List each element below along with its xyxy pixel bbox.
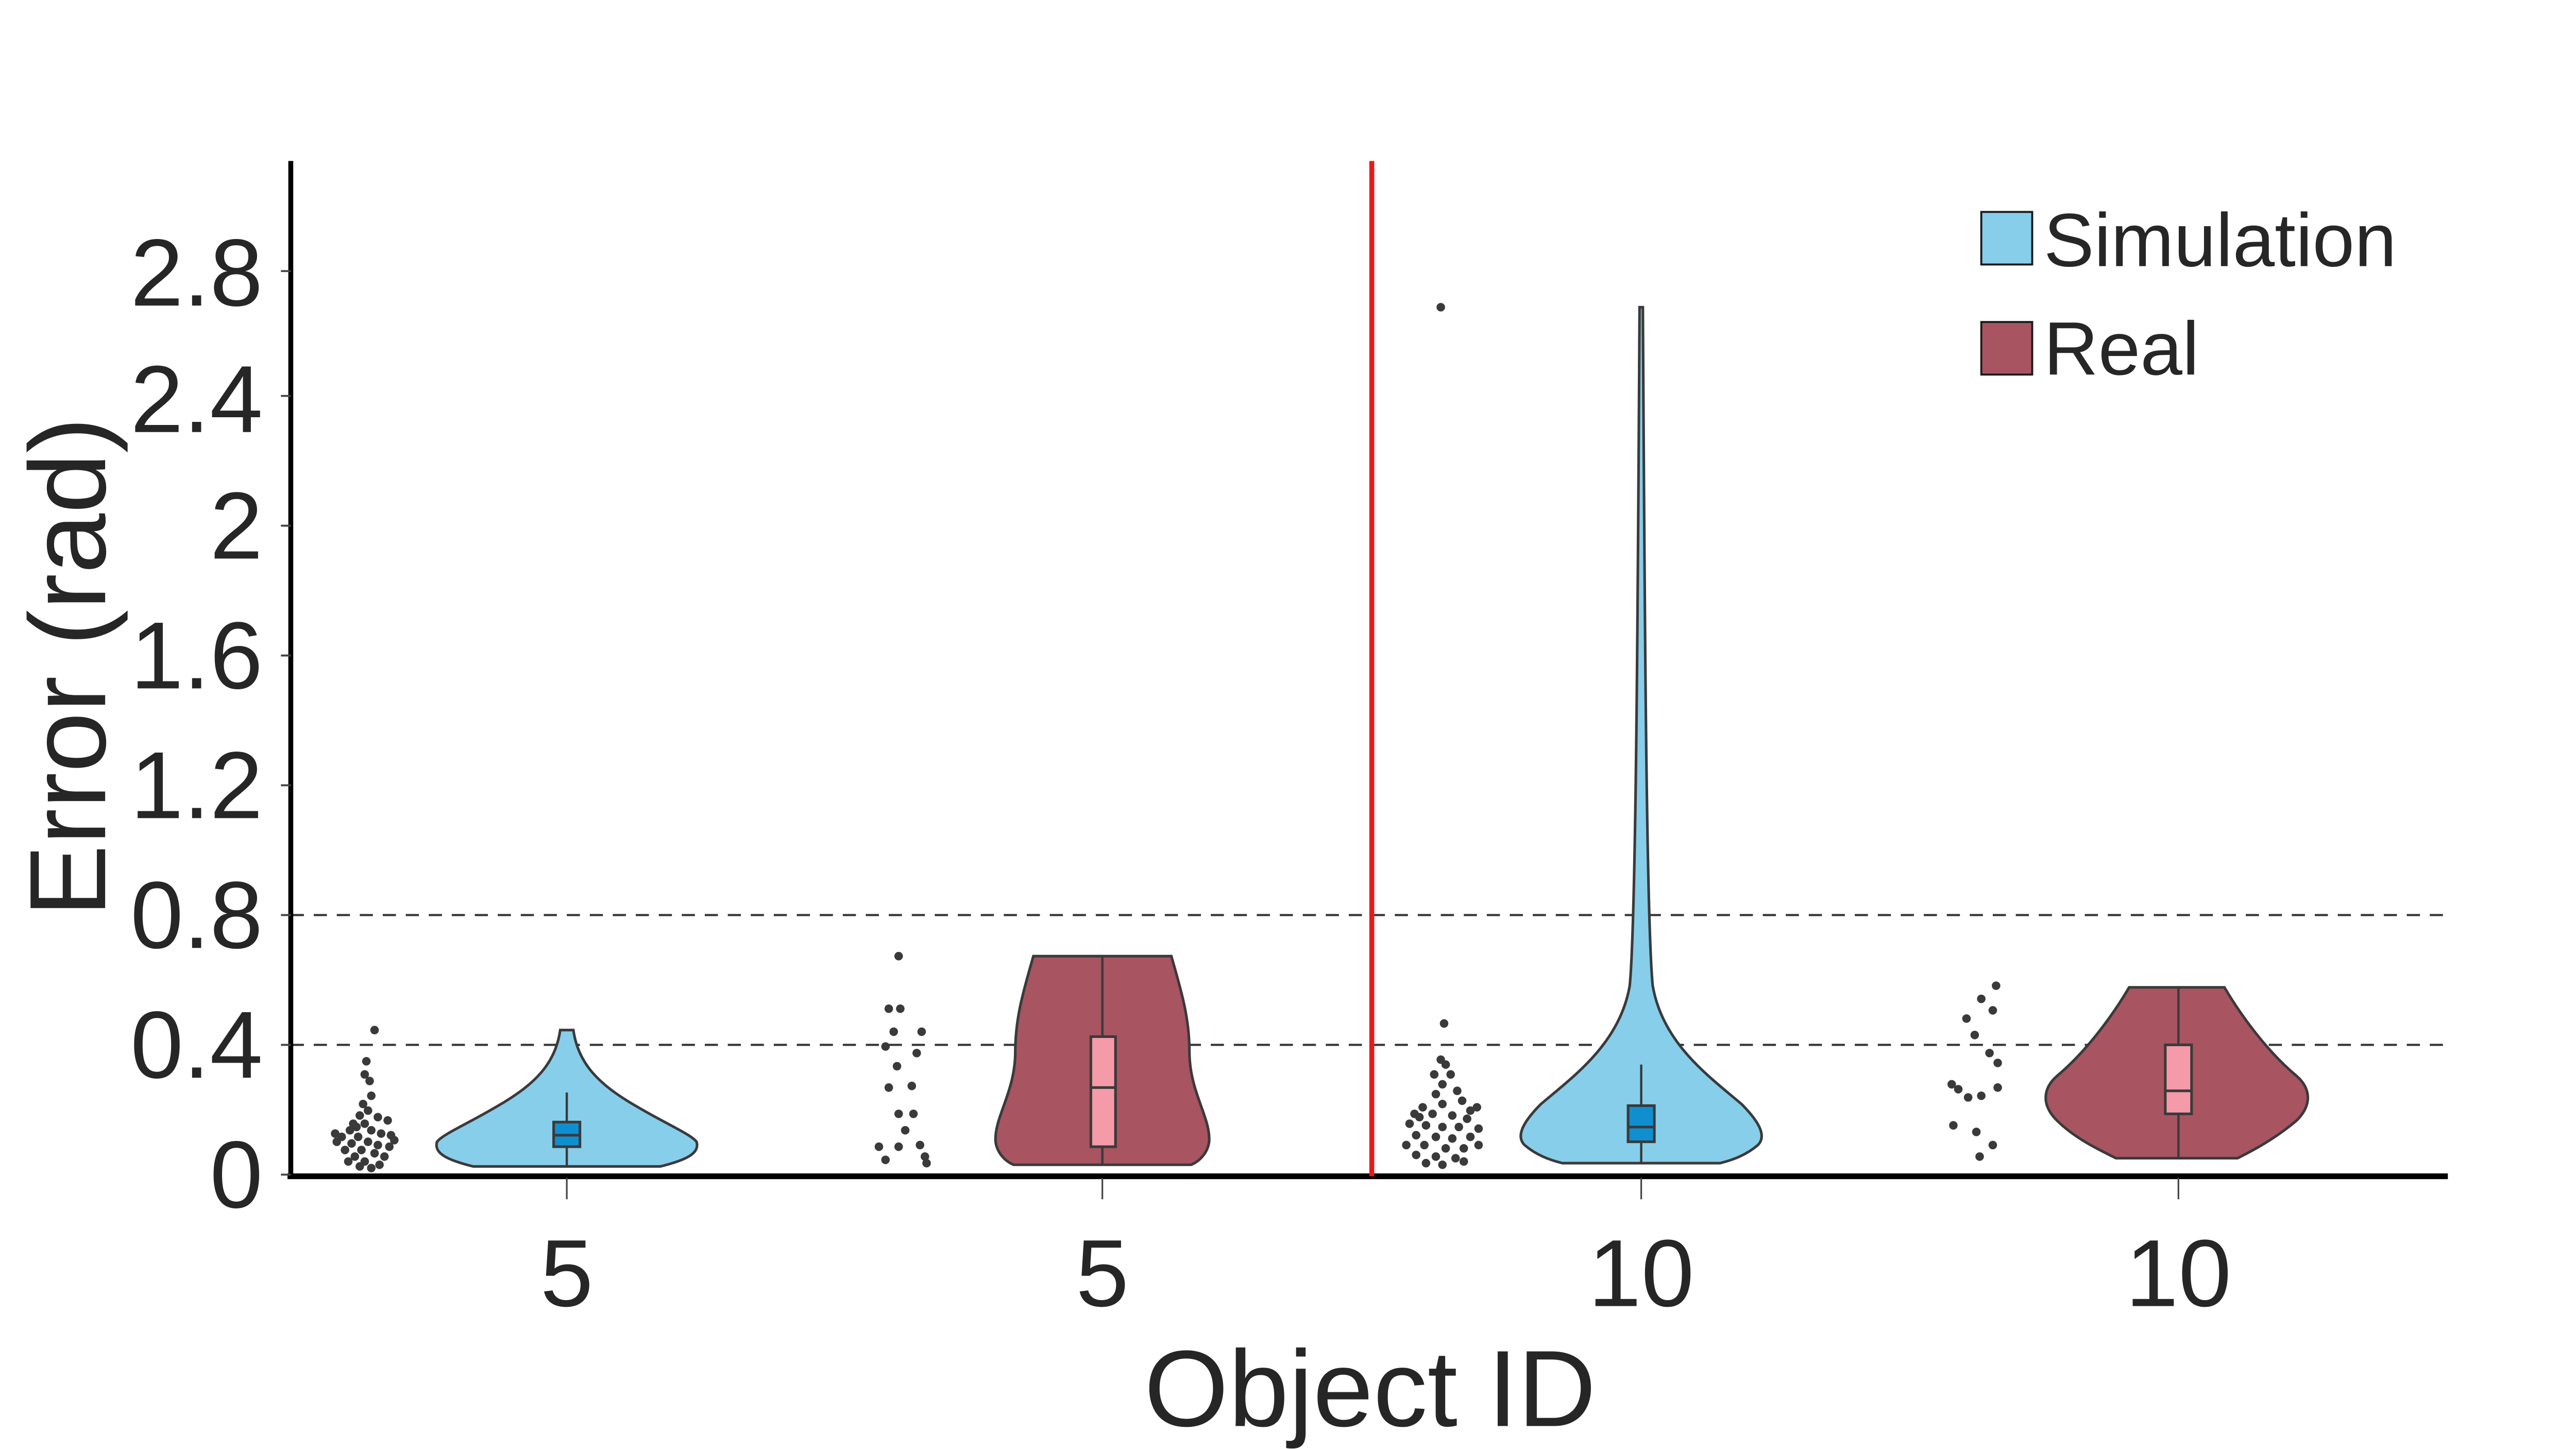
y-tick-label: 0.4 [130,992,263,1098]
x-tick-labels: 5 5 10 10 [540,1221,2231,1327]
y-tick-label: 1.6 [130,603,263,709]
strip-points-real-10 [1947,981,2002,1161]
y-tick-label: 0.8 [130,862,263,968]
x-tick-label: 10 [2125,1221,2231,1327]
y-axis-title: Error (rad) [7,417,128,917]
violin-real-5 [994,954,1211,1166]
legend-label-real: Real [2044,306,2199,391]
violin-simulation-5 [435,1029,699,1168]
y-tick-label: 1.2 [130,732,263,839]
x-tick-label: 5 [540,1221,594,1327]
x-axis-title: Object ID [1144,1327,1596,1449]
x-tick-label: 5 [1076,1221,1129,1327]
violin-simulation-10 [1519,305,1763,1165]
x-tick-label: 10 [1588,1221,1694,1327]
legend-swatch-real [1980,321,2033,376]
y-tick-label: 2.4 [130,347,263,453]
strip-points-simulation-5 [331,1026,399,1172]
y-tick-label: 2 [210,473,263,579]
y-tick-label: 0 [210,1122,263,1228]
x-ticks [566,1178,2179,1200]
strip-points-simulation-10 [1402,303,1483,1169]
strip-points-real-5 [874,951,931,1168]
violin-real-10 [2044,986,2310,1160]
y-ticks [281,270,291,1176]
legend-swatch-simulation [1980,211,2033,266]
y-tick-labels: 0 0.4 0.8 1.2 1.6 2 2.4 2.8 [130,220,263,1228]
y-tick-label: 2.8 [130,220,263,326]
legend-label-simulation: Simulation [2044,198,2397,283]
legend: Simulation Real [1980,198,2397,391]
